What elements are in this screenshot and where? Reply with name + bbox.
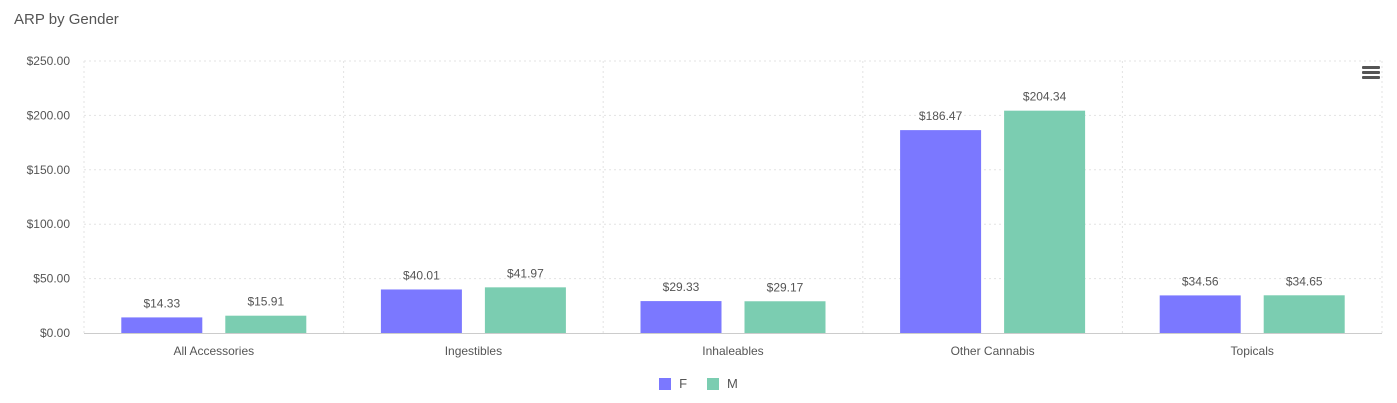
bar-f <box>1159 295 1241 333</box>
bar-m <box>484 287 566 333</box>
legend-label: F <box>679 376 688 391</box>
y-tick-label: $250.00 <box>27 54 71 68</box>
bar-f <box>121 317 203 333</box>
x-tick-label: Inhaleables <box>702 344 763 358</box>
bar-m <box>225 315 307 333</box>
legend-swatch <box>707 377 720 390</box>
data-label: $14.33 <box>143 296 180 310</box>
x-tick-label: Ingestibles <box>445 344 502 358</box>
chart-title: ARP by Gender <box>14 11 119 28</box>
bar-m <box>1004 110 1086 334</box>
x-tick-label: Other Cannabis <box>951 344 1035 358</box>
x-tick-label: Topicals <box>1231 344 1274 358</box>
data-label: $29.33 <box>663 280 700 294</box>
bar-m <box>744 301 826 333</box>
hamburger-menu-icon[interactable] <box>1362 66 1380 80</box>
bar-f <box>380 289 462 333</box>
y-tick-label: $200.00 <box>27 108 71 122</box>
legend-item-m[interactable]: M <box>707 376 738 391</box>
data-label: $40.01 <box>403 268 440 282</box>
y-tick-label: $0.00 <box>40 326 70 340</box>
data-label: $34.65 <box>1286 274 1323 288</box>
data-label: $15.91 <box>247 295 284 309</box>
legend-label: M <box>727 376 738 391</box>
x-tick-label: All Accessories <box>173 344 254 358</box>
data-label: $186.47 <box>919 109 963 123</box>
bar-f <box>900 130 982 333</box>
y-tick-label: $100.00 <box>27 217 71 231</box>
y-tick-label: $50.00 <box>33 272 70 286</box>
data-label: $204.34 <box>1023 90 1067 104</box>
data-label: $34.56 <box>1182 274 1219 288</box>
y-tick-label: $150.00 <box>27 163 71 177</box>
bar-m <box>1263 295 1345 333</box>
bar-f <box>640 301 722 333</box>
legend-item-f[interactable]: F <box>659 376 687 391</box>
data-label: $41.97 <box>507 266 544 280</box>
data-label: $29.17 <box>767 280 804 294</box>
legend-swatch <box>659 377 672 390</box>
